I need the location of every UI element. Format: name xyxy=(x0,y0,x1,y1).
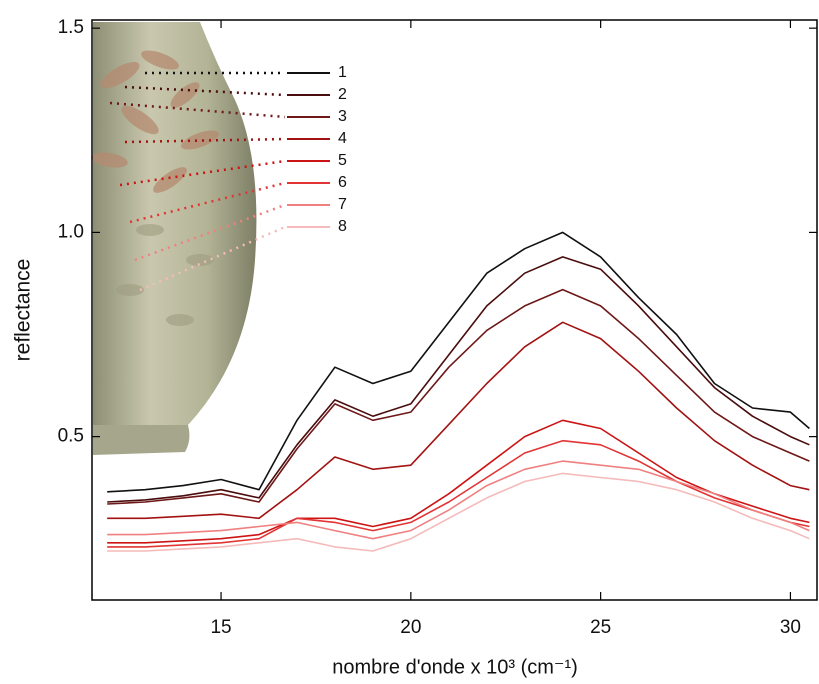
y-tick-label: 0.5 xyxy=(58,426,84,447)
vase-photo xyxy=(92,22,257,455)
plot-frame xyxy=(91,19,818,601)
legend-label: 2 xyxy=(338,86,347,103)
legend-pointers xyxy=(109,71,286,292)
legend-label: 4 xyxy=(338,130,347,147)
legend-label: 3 xyxy=(338,108,347,125)
spectrum-line xyxy=(107,231,810,493)
spectrum-line xyxy=(107,288,810,505)
x-tick-label: 25 xyxy=(590,617,611,638)
legend-label: 6 xyxy=(338,174,347,191)
x-tick-label: 15 xyxy=(210,617,231,638)
legend-label: 5 xyxy=(338,152,347,169)
spectrum-line xyxy=(107,321,810,520)
spectrum-line xyxy=(107,439,810,548)
legend-label: 1 xyxy=(338,64,347,81)
spectrum-line xyxy=(107,460,810,540)
spectrum-line xyxy=(107,472,810,552)
y-tick-label: 1.0 xyxy=(58,221,84,242)
spectrum-line xyxy=(107,256,810,503)
x-tick-label: 20 xyxy=(400,617,421,638)
y-axis-label: reflectance xyxy=(12,259,35,362)
x-tick-label: 30 xyxy=(780,617,801,638)
x-axis-label: nombre d'onde x 10³ (cm⁻¹) xyxy=(332,656,578,678)
y-tick-label: 1.5 xyxy=(58,17,84,38)
legend-label: 8 xyxy=(338,218,347,235)
legend-label: 7 xyxy=(338,196,347,213)
